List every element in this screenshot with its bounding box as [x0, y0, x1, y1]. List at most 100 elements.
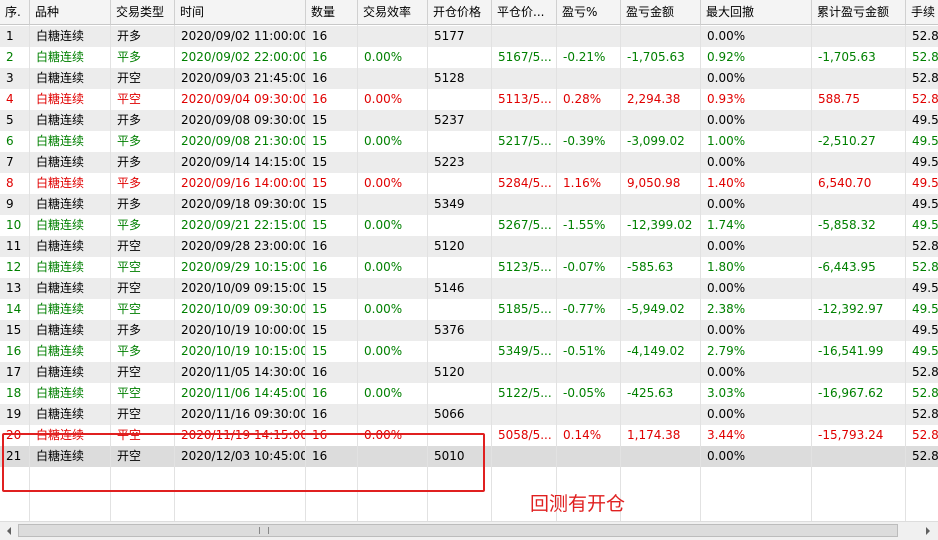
table-cell: 平空 [111, 425, 175, 446]
table-cell [358, 320, 428, 341]
table-cell: 0.00% [701, 404, 812, 425]
scroll-right[interactable] [920, 524, 935, 538]
table-cell: 2020/09/14 14:15:00 [175, 152, 306, 173]
table-cell: 平空 [111, 89, 175, 110]
table-cell: -1.55% [557, 215, 621, 236]
table-row: 16 白糖连续 平多 2020/10/19 10:15:00 15 0.00% 5349/5… [0, 341, 938, 362]
table-cell: 588.75 [812, 89, 906, 110]
table-cell [557, 404, 621, 425]
table-cell [621, 110, 701, 131]
table-cell [812, 194, 906, 215]
table-row: 17 白糖连续 开空 2020/11/05 14:30:00 16 5120 0.00% 52… [0, 362, 938, 383]
table-cell: 0.00% [701, 26, 812, 47]
table-row: 9 白糖连续 开多 2020/09/18 09:30:00 15 5349 0.00% 49.… [0, 194, 938, 215]
table-cell: 4 [0, 89, 30, 110]
table-cell: 5217/5... [492, 131, 557, 152]
table-cell: -0.39% [557, 131, 621, 152]
table-cell [621, 320, 701, 341]
table-cell: 0.00% [358, 89, 428, 110]
table-cell: 52.8 [906, 425, 938, 446]
table-row: 14 白糖连续 平空 2020/10/09 09:30:00 15 0.00% 5185/5… [0, 299, 938, 320]
table-cell: 6,540.70 [812, 173, 906, 194]
table-row: 15 白糖连续 开多 2020/10/19 10:00:00 15 5376 0.00% 49… [0, 320, 938, 341]
table-cell: 白糖连续 [30, 26, 111, 47]
scroll-left[interactable] [2, 524, 17, 538]
table-cell: 9,050.98 [621, 173, 701, 194]
column-header: 平仓价... [492, 0, 557, 25]
table-cell: 21 [0, 446, 30, 467]
table-cell [621, 68, 701, 89]
table-cell [492, 236, 557, 257]
table-cell: 52.8 [906, 26, 938, 47]
table-cell: 49.5 [906, 110, 938, 131]
table-cell: 1.80% [701, 257, 812, 278]
table-cell: 白糖连续 [30, 362, 111, 383]
table-cell: 3.03% [701, 383, 812, 404]
table-cell: -4,149.02 [621, 341, 701, 362]
table-cell: 白糖连续 [30, 68, 111, 89]
scroll-grip [259, 527, 269, 534]
table-cell [557, 152, 621, 173]
table-cell: 15 [306, 131, 358, 152]
table-cell [812, 446, 906, 467]
table-cell: 2020/10/09 09:30:00 [175, 299, 306, 320]
table-cell: 49.5 [906, 320, 938, 341]
table-cell: 16 [306, 236, 358, 257]
table-row: 6 白糖连续 平多 2020/09/08 21:30:00 15 0.00% 5217/5.… [0, 131, 938, 152]
table-cell: 5122/5... [492, 383, 557, 404]
table-cell: 白糖连续 [30, 173, 111, 194]
table-cell: 2020/11/19 14:15:00 [175, 425, 306, 446]
table-cell [358, 404, 428, 425]
table-cell: -6,443.95 [812, 257, 906, 278]
table-cell: -12,392.97 [812, 299, 906, 320]
table-row: 1 白糖连续 开多 2020/09/02 11:00:00 16 5177 0.00% 52.… [0, 26, 938, 47]
table-cell: 0.00% [358, 425, 428, 446]
table-cell [492, 194, 557, 215]
table-cell [812, 26, 906, 47]
table-cell: -0.21% [557, 47, 621, 68]
table-cell: 16 [306, 89, 358, 110]
table-cell: 1,174.38 [621, 425, 701, 446]
table-cell: -5,949.02 [621, 299, 701, 320]
table-cell: 8 [0, 173, 30, 194]
table-cell [621, 236, 701, 257]
scroll-thumb[interactable] [18, 524, 898, 537]
horizontal-scrollbar[interactable] [0, 521, 938, 540]
table-cell: 0.00% [701, 236, 812, 257]
table-cell: 平多 [111, 173, 175, 194]
column-header: 序. [0, 0, 30, 25]
table-cell: 平空 [111, 383, 175, 404]
table-row: 8 白糖连续 平多 2020/09/16 14:00:00 15 0.00% 5284/5.… [0, 173, 938, 194]
table-cell: 5120 [428, 362, 492, 383]
table-cell: 17 [0, 362, 30, 383]
column-header: 最大回撤 [701, 0, 812, 25]
table-cell: 0.28% [557, 89, 621, 110]
table-cell [557, 278, 621, 299]
table-cell: -0.77% [557, 299, 621, 320]
table-cell: 白糖连续 [30, 152, 111, 173]
table-cell: 49.5 [906, 341, 938, 362]
table-cell: -0.05% [557, 383, 621, 404]
table-cell: 49.5 [906, 299, 938, 320]
column-header: 交易效率 [358, 0, 428, 25]
table-cell: 2020/10/19 10:00:00 [175, 320, 306, 341]
table-cell: 2020/11/05 14:30:00 [175, 362, 306, 383]
table-cell: 1.16% [557, 173, 621, 194]
table-cell: 52.8 [906, 68, 938, 89]
table-cell [812, 404, 906, 425]
table-cell: 开多 [111, 320, 175, 341]
table-cell: 5185/5... [492, 299, 557, 320]
table-cell: 5267/5... [492, 215, 557, 236]
table-cell: -12,399.02 [621, 215, 701, 236]
table-cell: 5010 [428, 446, 492, 467]
table-cell: 2,294.38 [621, 89, 701, 110]
table-cell: -15,793.24 [812, 425, 906, 446]
table-cell: 16 [306, 257, 358, 278]
table-cell [358, 446, 428, 467]
table-cell [621, 362, 701, 383]
table-cell: 5128 [428, 68, 492, 89]
table-cell: 5113/5... [492, 89, 557, 110]
table-cell [557, 68, 621, 89]
table-cell: 16 [306, 404, 358, 425]
table-cell [812, 68, 906, 89]
